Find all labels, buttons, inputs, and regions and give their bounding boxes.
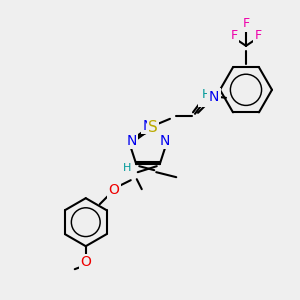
Text: N: N [159,134,170,148]
Text: S: S [148,120,158,135]
Text: N: N [143,118,153,133]
Text: H: H [201,88,211,101]
Text: N: N [126,134,136,148]
Text: O: O [108,183,119,197]
Text: F: F [242,17,250,30]
Text: F: F [230,29,238,42]
Text: F: F [254,29,262,42]
Text: O: O [200,92,210,106]
Text: H: H [123,163,131,173]
Text: N: N [209,90,219,104]
Text: O: O [80,255,91,269]
